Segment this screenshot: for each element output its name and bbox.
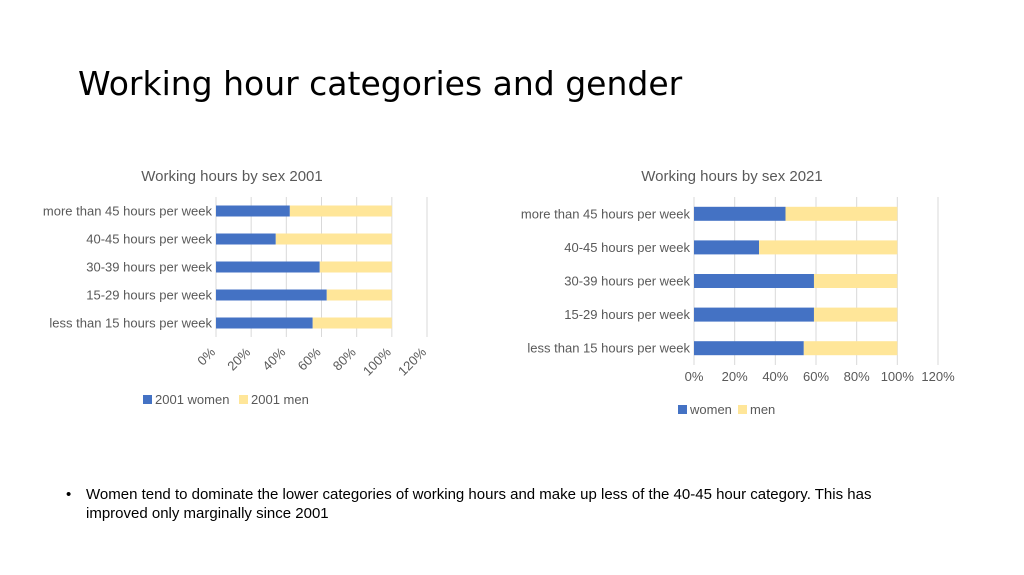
- category-label: less than 15 hours per week: [49, 316, 212, 331]
- category-label: more than 45 hours per week: [521, 206, 691, 221]
- legend-swatch-women: [678, 405, 687, 414]
- bar-women: [694, 274, 814, 288]
- x-tick-label: 0%: [685, 369, 704, 384]
- x-tick-label: 100%: [881, 369, 915, 384]
- bar-men: [759, 240, 898, 255]
- legend-label: women: [689, 402, 732, 417]
- legend-swatch-men: [738, 405, 747, 414]
- category-label: less than 15 hours per week: [527, 341, 690, 356]
- x-tick-label: 80%: [330, 344, 359, 373]
- chart-title: Working hours by sex 2001: [141, 168, 323, 185]
- chart-title: Working hours by sex 2021: [641, 168, 823, 185]
- x-tick-label: 20%: [722, 369, 748, 384]
- bar-men: [813, 274, 898, 288]
- bar-women: [216, 317, 313, 329]
- bar-men: [803, 341, 898, 356]
- x-tick-label: 40%: [762, 369, 788, 384]
- x-tick-label: 120%: [921, 369, 955, 384]
- category-label: 40-45 hours per week: [86, 232, 212, 247]
- x-tick-label: 100%: [360, 344, 394, 378]
- slide-title: Working hour categories and gender: [78, 64, 683, 103]
- x-tick-label: 40%: [259, 344, 288, 373]
- category-label: 30-39 hours per week: [86, 260, 212, 275]
- legend-label: 2001 women: [155, 392, 229, 407]
- x-tick-label: 20%: [224, 344, 253, 373]
- legend-swatch-women: [143, 395, 152, 404]
- bar-women: [694, 341, 804, 356]
- bar-women: [694, 307, 814, 322]
- chart-2001: Working hours by sex 2001 less than 15 ho…: [43, 168, 430, 407]
- bar-women: [216, 261, 320, 273]
- bar-men: [326, 289, 392, 301]
- bar-men: [785, 206, 898, 221]
- x-tick-label: 60%: [803, 369, 829, 384]
- legend-label: men: [750, 402, 775, 417]
- bar-men: [289, 205, 392, 217]
- bar-women: [216, 289, 327, 301]
- category-label: 40-45 hours per week: [564, 240, 690, 255]
- legend-label: 2001 men: [251, 392, 309, 407]
- legend-swatch-men: [239, 395, 248, 404]
- bullet-text: Women tend to dominate the lower categor…: [86, 486, 872, 522]
- bar-men: [319, 261, 392, 273]
- x-tick-label: 0%: [194, 344, 218, 368]
- bar-women: [694, 240, 760, 255]
- category-label: more than 45 hours per week: [43, 204, 213, 219]
- x-tick-label: 120%: [395, 344, 429, 378]
- x-tick-label: 60%: [295, 344, 324, 373]
- bar-women: [216, 205, 290, 217]
- chart-2021: Working hours by sex 2021 less than 15 ho…: [521, 168, 955, 417]
- bar-men: [275, 233, 392, 245]
- category-label: 15-29 hours per week: [564, 307, 690, 322]
- category-label: 30-39 hours per week: [564, 274, 690, 289]
- bar-men: [312, 317, 392, 329]
- category-label: 15-29 hours per week: [86, 288, 212, 303]
- bar-women: [694, 206, 786, 221]
- x-tick-label: 80%: [844, 369, 870, 384]
- bar-women: [216, 233, 276, 245]
- bar-men: [813, 307, 898, 322]
- bullet-dot: •: [66, 486, 72, 503]
